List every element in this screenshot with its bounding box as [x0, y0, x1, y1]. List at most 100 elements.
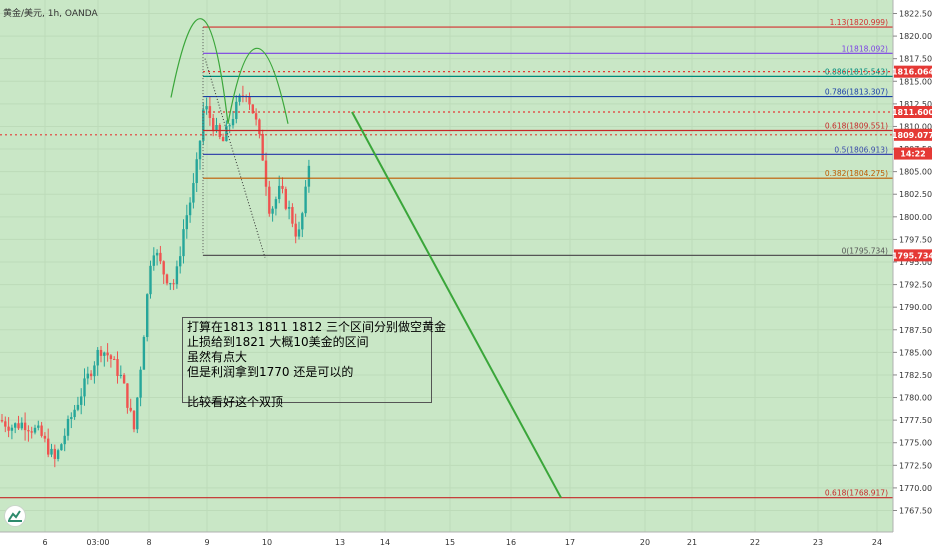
candle-body	[33, 427, 37, 433]
symbol-label[interactable]: 黄金/美元, 1h, OANDA	[3, 9, 98, 19]
candle-body	[307, 165, 311, 187]
note-line	[187, 380, 427, 395]
fib-level-label: 0.382(1804.275)	[825, 169, 888, 178]
candle-body	[66, 418, 70, 436]
candle-body	[76, 404, 80, 410]
candle-body	[122, 374, 126, 384]
candle-body	[162, 261, 165, 275]
candle-body	[175, 266, 179, 285]
candle-body	[20, 422, 23, 429]
note-line: 打算在1813 1811 1812 三个区间分别做空黄金	[187, 320, 447, 334]
candle-body	[281, 185, 284, 189]
candle-body	[37, 425, 40, 428]
fib-level-label: 0.618(1809.551)	[825, 122, 888, 131]
candle-body	[287, 207, 291, 209]
candle-body	[261, 133, 264, 161]
tradingview-logo-icon[interactable]	[4, 505, 26, 527]
fib-level-label: 0.618(1768.917)	[825, 489, 888, 498]
x-axis-ticks: 6 03:00 8 9 10 13 14 15 16 17 20 21 22 23 24	[42, 538, 882, 547]
y-tick-label: 1782.500	[899, 371, 932, 380]
candle-body	[159, 252, 162, 262]
y-tick-label: 1770.000	[899, 484, 932, 493]
candle-body	[47, 438, 50, 455]
candle-body	[225, 125, 228, 142]
right-shoulder-arc	[227, 47, 289, 124]
candle-body	[27, 430, 30, 432]
x-tick-label: 9	[204, 538, 209, 547]
candle-body	[63, 435, 66, 445]
y-tick-label: 1820.000	[899, 32, 932, 41]
x-tick-label: 16	[506, 538, 516, 547]
candle-body	[304, 186, 307, 214]
x-tick-label: 10	[262, 538, 272, 547]
candle-body	[53, 448, 56, 459]
candle-body	[169, 283, 172, 285]
x-tick-label: 03:00	[86, 538, 109, 547]
y-tick-label: 1767.500	[899, 507, 932, 516]
candle-body	[215, 125, 218, 132]
candle-body	[278, 185, 281, 200]
candle-body	[228, 125, 231, 127]
candle-body	[96, 349, 99, 366]
y-tick-label: 1785.000	[899, 348, 932, 357]
candle-body	[149, 265, 152, 295]
price-badge	[894, 105, 932, 118]
candle-body	[7, 426, 10, 431]
candle-body	[139, 369, 142, 398]
price-badge-label: 1811.600	[892, 108, 932, 117]
candle-body	[129, 407, 132, 411]
candle-body	[152, 255, 155, 266]
candle-body	[56, 450, 60, 459]
candle-body	[297, 229, 301, 237]
candle-body	[43, 435, 47, 439]
price-badge	[894, 249, 932, 262]
time-axis[interactable]	[0, 532, 893, 550]
price-badge	[894, 65, 932, 78]
candle-body	[80, 396, 83, 405]
note-line: 止损给到1821 大概10美金的区间	[187, 335, 369, 349]
y-tick-label: 1790.000	[899, 303, 932, 312]
candle-body	[235, 101, 238, 120]
candle-body	[83, 378, 86, 397]
fib-level-label: 0.5(1806.913)	[834, 145, 888, 154]
note-line: 比较看好这个双顶	[187, 395, 284, 409]
candle-body	[93, 365, 96, 377]
candle-body	[284, 188, 287, 209]
candle-body	[238, 95, 241, 102]
candle-body	[116, 359, 119, 376]
candle-body	[205, 106, 208, 110]
fib-level-label: 0.886(1815.543)	[825, 67, 888, 76]
price-badge-label: 14:22	[900, 150, 925, 159]
price-badge	[894, 147, 932, 160]
annotation-textbox[interactable]: 打算在1813 1811 1812 三个区间分别做空黄金 止损给到1821 大概…	[182, 317, 447, 409]
candle-body	[106, 352, 109, 356]
candle-body	[188, 202, 192, 216]
price-axis[interactable]	[893, 0, 932, 550]
candle-body	[264, 160, 268, 187]
candle-body	[119, 374, 122, 376]
candle-body	[248, 96, 251, 105]
note-line: 但是利润拿到1770 还是可以的	[187, 365, 354, 379]
price-badge-label: 1816.064	[892, 68, 932, 77]
candle-body	[185, 215, 188, 230]
price-badge	[894, 128, 932, 141]
y-tick-label: 1815.000	[899, 77, 932, 86]
x-tick-label: 23	[813, 538, 823, 547]
y-tick-label: 1775.000	[899, 439, 932, 448]
y-tick-label: 1777.500	[899, 416, 932, 425]
candle-body	[195, 159, 198, 184]
projection-line	[351, 111, 562, 499]
candle-body	[155, 252, 159, 256]
candle-body	[165, 274, 169, 284]
candle-body	[254, 113, 258, 120]
candle-body	[198, 140, 202, 160]
candle-body	[182, 229, 185, 257]
candle-body	[258, 119, 261, 134]
candle-body	[40, 425, 43, 436]
candle-body	[192, 183, 195, 203]
candle-body	[221, 136, 225, 142]
fib-level-label: 1(1818.092)	[842, 44, 888, 53]
candle-body	[14, 423, 17, 428]
candle-body	[50, 448, 53, 455]
